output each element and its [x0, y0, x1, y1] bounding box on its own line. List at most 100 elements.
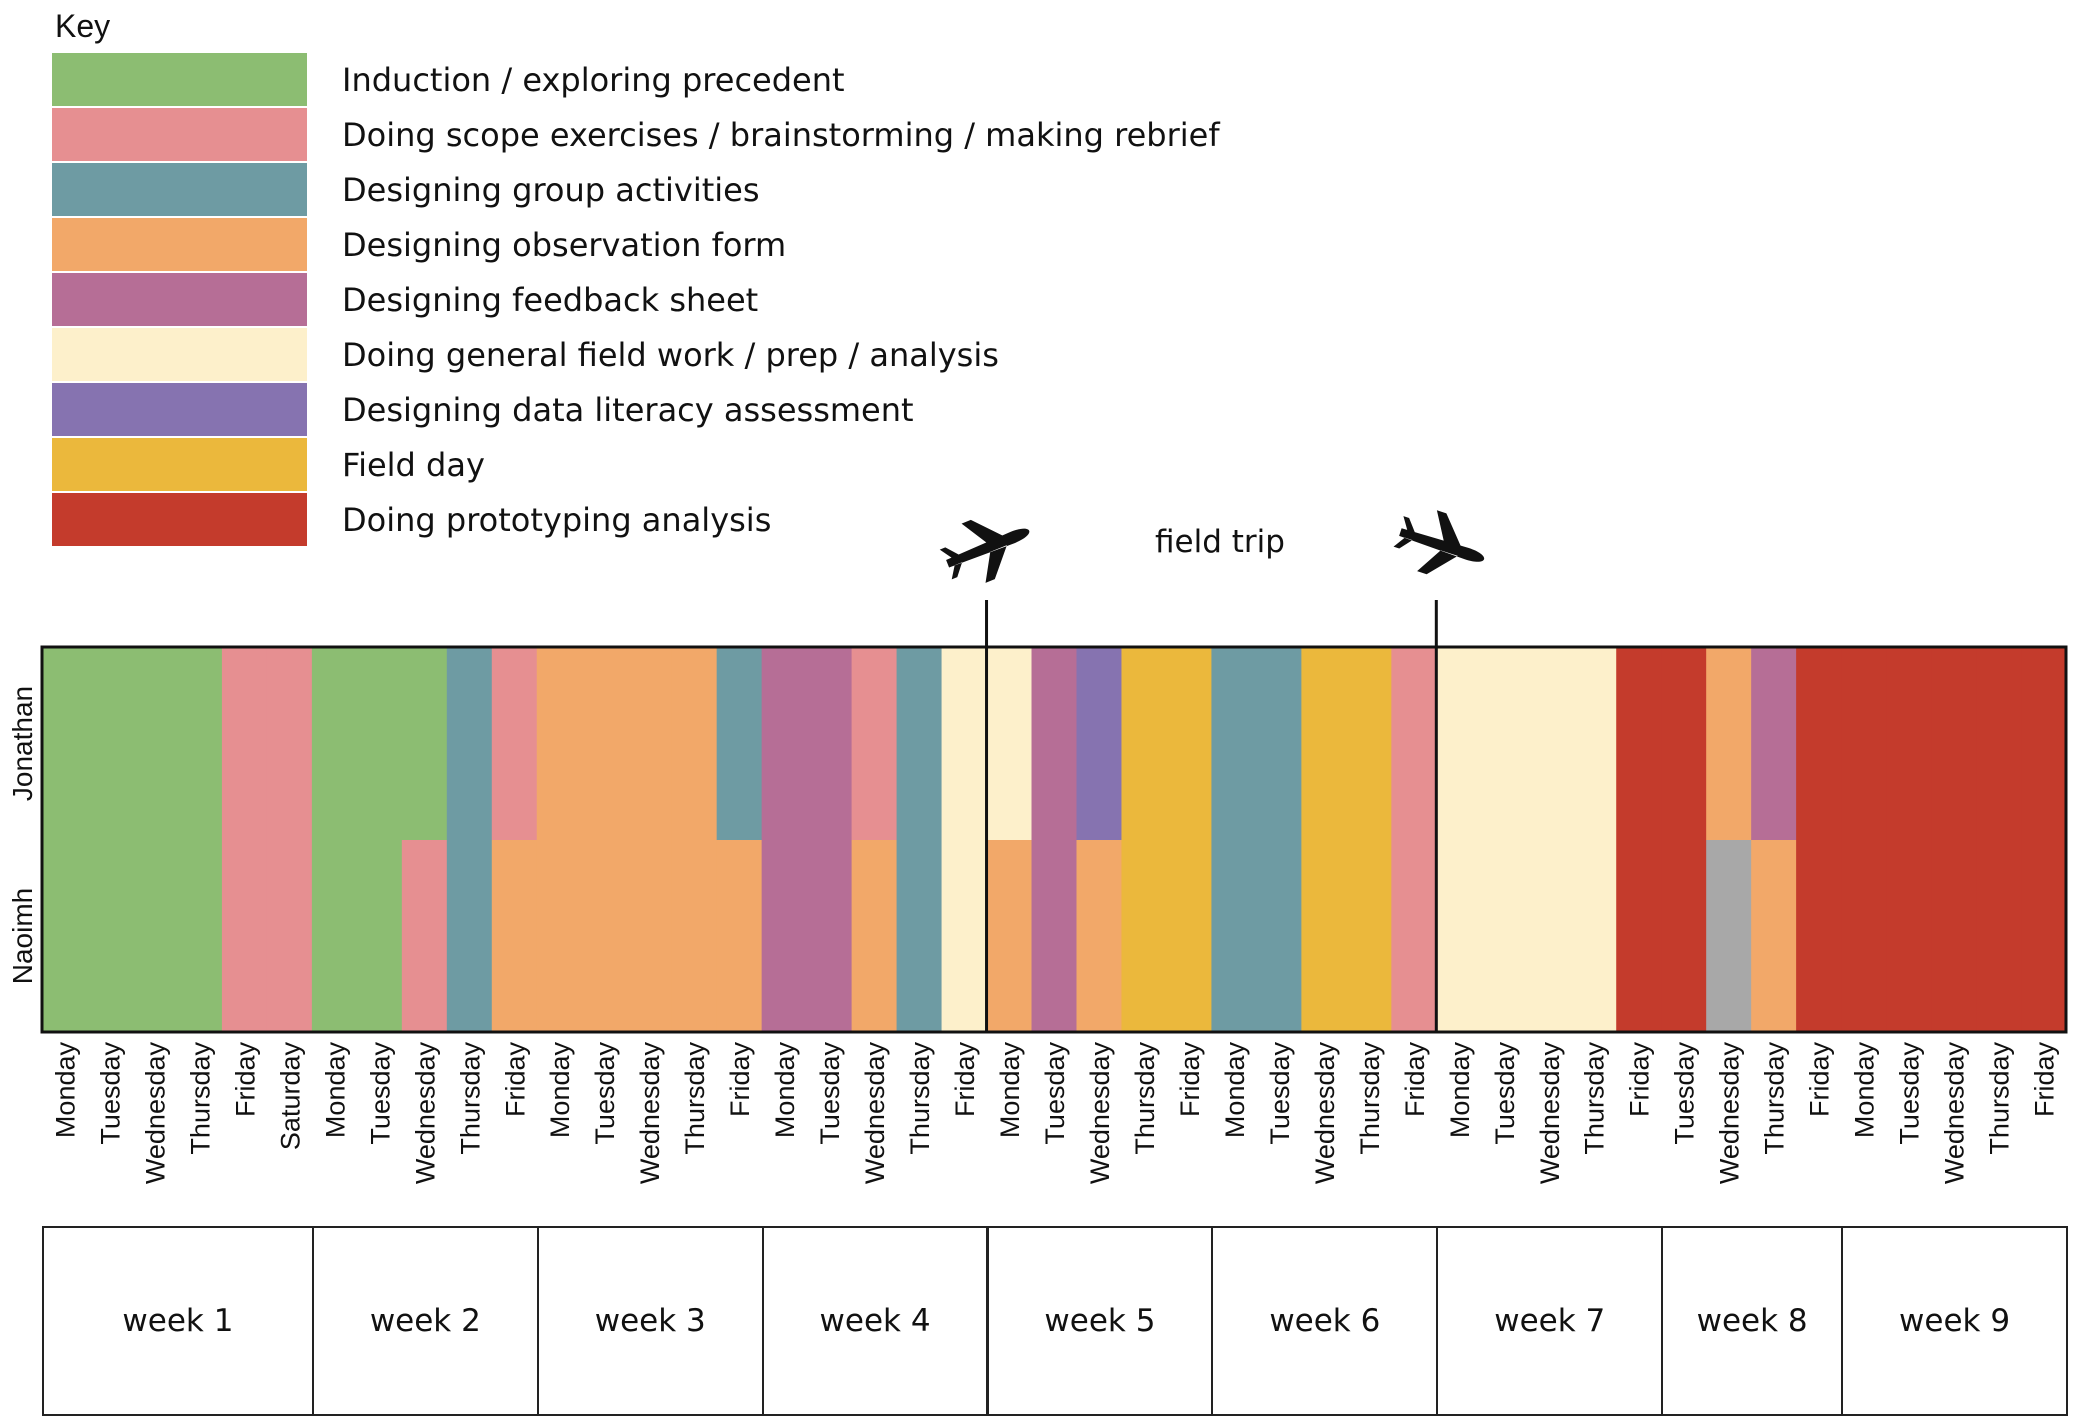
jonathan-cell	[671, 647, 718, 840]
naoimh-cell	[1796, 840, 1842, 1032]
legend-label: Doing general field work / prep / analys…	[342, 336, 999, 374]
naoimh-cell	[266, 840, 313, 1032]
jonathan-cell	[941, 647, 988, 840]
legend-swatch	[52, 383, 307, 436]
day-label: Wednesday	[140, 1042, 170, 1185]
day-label: Tuesday	[590, 1042, 620, 1145]
jonathan-cell	[1661, 647, 1707, 840]
jonathan-cell	[1526, 647, 1572, 840]
week-box: week 3	[536, 1226, 764, 1416]
legend-swatch	[52, 438, 307, 491]
day-label: Thursday	[185, 1042, 215, 1155]
day-label: Tuesday	[365, 1042, 395, 1145]
jonathan-cell	[1031, 647, 1078, 840]
day-label: Thursday	[905, 1042, 935, 1155]
day-label: Friday	[1400, 1042, 1430, 1118]
naoimh-cell	[1661, 840, 1707, 1032]
legend-label: Designing data literacy assessment	[342, 391, 914, 429]
naoimh-cell	[1931, 840, 1977, 1032]
jonathan-cell	[1301, 647, 1347, 840]
jonathan-cell	[986, 647, 1033, 840]
naoimh-cell	[716, 840, 763, 1032]
day-label: Monday	[545, 1042, 575, 1139]
day-label: Tuesday	[1040, 1042, 1070, 1145]
legend-label: Doing prototyping analysis	[342, 501, 772, 539]
legend-item: Doing prototyping analysis	[52, 493, 1252, 546]
week-box: week 7	[1436, 1226, 1664, 1416]
legend-label: Designing feedback sheet	[342, 281, 759, 319]
day-label: Monday	[320, 1042, 350, 1139]
day-label: Monday	[1445, 1042, 1475, 1139]
jonathan-cell	[1841, 647, 1887, 840]
legend-item: Designing data literacy assessment	[52, 383, 1252, 436]
day-label: Monday	[1850, 1042, 1880, 1139]
naoimh-cell	[491, 840, 538, 1032]
jonathan-cell	[1346, 647, 1392, 840]
jonathan-cell	[716, 647, 763, 840]
jonathan-cell	[1076, 647, 1123, 840]
legend-label: Doing scope exercises / brainstorming / …	[342, 116, 1220, 154]
legend-item: Designing feedback sheet	[52, 273, 1252, 326]
day-label: Thursday	[1760, 1042, 1790, 1155]
week-label: week 2	[369, 1303, 481, 1339]
naoimh-cell	[311, 840, 358, 1032]
jonathan-cell	[1481, 647, 1527, 840]
day-label: Friday	[1625, 1042, 1655, 1118]
day-label: Tuesday	[96, 1042, 126, 1145]
legend-swatch	[52, 328, 307, 381]
jonathan-cell	[1436, 647, 1482, 840]
day-label: Wednesday	[1085, 1042, 1115, 1185]
week-label: week 4	[819, 1303, 931, 1339]
day-label: Thursday	[1580, 1042, 1610, 1155]
row-label: Jonathan	[7, 686, 38, 801]
jonathan-cell	[446, 647, 493, 840]
jonathan-cell	[221, 647, 268, 840]
naoimh-cell	[42, 840, 88, 1032]
jonathan-cell	[1706, 647, 1752, 840]
naoimh-cell	[1571, 840, 1617, 1032]
jonathan-cell	[1391, 647, 1437, 840]
day-label: Tuesday	[1895, 1042, 1925, 1145]
jonathan-cell	[2021, 647, 2067, 840]
naoimh-cell	[1751, 840, 1797, 1032]
naoimh-cell	[221, 840, 268, 1032]
day-label: Monday	[51, 1042, 81, 1139]
day-label: Thursday	[1985, 1042, 2015, 1155]
legend-item: Field day	[52, 438, 1252, 491]
legend-item: Doing scope exercises / brainstorming / …	[52, 108, 1252, 161]
day-label: Friday	[230, 1042, 260, 1118]
week-label: week 1	[122, 1303, 234, 1339]
naoimh-cell	[1346, 840, 1392, 1032]
week-label: week 5	[1044, 1303, 1156, 1339]
naoimh-cell	[536, 840, 583, 1032]
jonathan-cell	[536, 647, 583, 840]
naoimh-cell	[1886, 840, 1932, 1032]
jonathan-cell	[131, 647, 178, 840]
airplane-return-icon	[1393, 510, 1485, 575]
naoimh-cell	[761, 840, 808, 1032]
legend-label: Designing group activities	[342, 171, 760, 209]
jonathan-cell	[581, 647, 628, 840]
week-box: week 5	[986, 1226, 1214, 1416]
naoimh-cell	[86, 840, 133, 1032]
day-label: Thursday	[1355, 1042, 1385, 1155]
day-label: Wednesday	[635, 1042, 665, 1185]
naoimh-cell	[446, 840, 493, 1032]
naoimh-cell	[1121, 840, 1168, 1032]
day-label: Friday	[2030, 1042, 2060, 1118]
week-label: week 3	[594, 1303, 706, 1339]
day-label: Wednesday	[1535, 1042, 1565, 1185]
jonathan-cell	[266, 647, 313, 840]
jonathan-cell	[761, 647, 808, 840]
naoimh-cell	[1481, 840, 1527, 1032]
day-label: Thursday	[455, 1042, 485, 1155]
jonathan-cell	[1886, 647, 1932, 840]
legend-swatch	[52, 273, 307, 326]
jonathan-cell	[626, 647, 673, 840]
naoimh-cell	[1436, 840, 1482, 1032]
naoimh-cell	[1256, 840, 1302, 1032]
legend-item: Doing general field work / prep / analys…	[52, 328, 1252, 381]
naoimh-cell	[1526, 840, 1572, 1032]
jonathan-cell	[1211, 647, 1257, 840]
legend-label: Designing observation form	[342, 226, 787, 264]
